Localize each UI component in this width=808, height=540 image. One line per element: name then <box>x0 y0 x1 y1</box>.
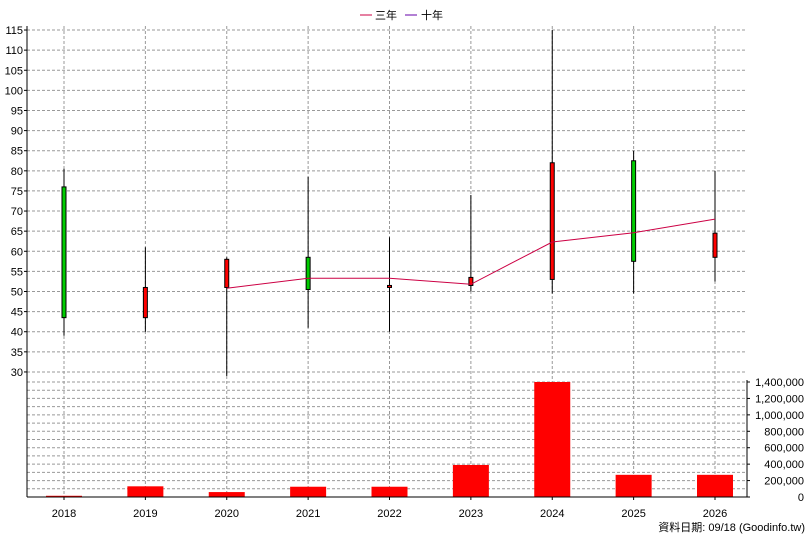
price-tick-label: 90 <box>11 126 23 138</box>
x-tick-label: 2024 <box>540 508 564 520</box>
x-tick-label: 2025 <box>621 508 645 520</box>
candle-body <box>305 256 311 290</box>
volume-bar <box>46 495 82 497</box>
legend-label-3y: 三年 <box>375 8 397 22</box>
candle-body <box>61 186 67 319</box>
price-tick-label: 55 <box>11 266 23 278</box>
price-tick-label: 60 <box>11 246 23 258</box>
price-tick-label: 50 <box>11 287 23 299</box>
x-tick-label: 2026 <box>703 508 727 520</box>
candle-body <box>387 284 392 288</box>
price-tick-label: 105 <box>5 65 23 77</box>
volume-bar <box>615 474 652 497</box>
price-tick-label: 45 <box>11 307 23 319</box>
x-tick-label: 2019 <box>133 508 157 520</box>
price-tick-label: 30 <box>11 367 23 379</box>
volume-bars <box>46 382 733 497</box>
candle-body <box>631 160 637 262</box>
volume-tick-label: 0 <box>798 492 804 504</box>
candles <box>61 30 718 376</box>
volume-tick-label: 1,400,000 <box>755 377 804 389</box>
volume-tick-label: 200,000 <box>764 476 804 488</box>
footer-source: 資料日期: 09/18 (Goodinfo.tw) <box>658 520 805 534</box>
price-plot-area <box>27 26 747 380</box>
price-tick-label: 40 <box>11 327 23 339</box>
price-tick-label: 110 <box>5 45 23 57</box>
volume-bar <box>697 474 733 497</box>
candle-body <box>468 276 474 286</box>
x-axis-ticks: 2018 2019 2020 2021 2022 2023 2024 2025 2026 <box>52 497 727 520</box>
price-tick-label: 100 <box>5 85 23 97</box>
x-tick-label: 2022 <box>377 508 401 520</box>
price-tick-label: 80 <box>11 166 23 178</box>
volume-bar <box>534 382 571 497</box>
volume-tick-label: 800,000 <box>764 426 804 438</box>
price-axis-ticks: 30 35 40 45 50 55 60 65 70 75 80 85 90 95 100 105 110 115 <box>5 25 27 379</box>
series-line-3y <box>226 218 716 289</box>
price-tick-label: 115 <box>5 25 23 37</box>
legend: 三年 十年 <box>360 8 443 22</box>
x-tick-label: 2018 <box>52 508 76 520</box>
candle-body <box>712 232 718 258</box>
candle-body <box>224 258 230 288</box>
price-tick-label: 95 <box>11 105 23 117</box>
volume-bar <box>290 486 327 497</box>
legend-label-10y: 十年 <box>421 8 443 22</box>
volume-axis-ticks: 0 200,000 400,000 600,000 800,000 1,000,000 1,… <box>747 377 804 504</box>
price-tick-label: 35 <box>11 347 23 359</box>
volume-bar <box>127 486 164 497</box>
volume-bar <box>208 492 245 497</box>
candle-body <box>549 162 555 280</box>
x-tick-label: 2021 <box>296 508 320 520</box>
price-tick-label: 70 <box>11 206 23 218</box>
price-tick-label: 65 <box>11 226 23 238</box>
x-tick-label: 2023 <box>459 508 483 520</box>
price-tick-label: 85 <box>11 146 23 158</box>
x-tick-label: 2020 <box>215 508 239 520</box>
series-lines <box>226 218 716 289</box>
candle-body <box>142 286 148 319</box>
volume-tick-label: 400,000 <box>764 459 804 471</box>
price-tick-label: 75 <box>11 186 23 198</box>
volume-tick-label: 1,000,000 <box>755 410 804 422</box>
volume-tick-label: 600,000 <box>764 443 804 455</box>
volume-tick-label: 1,200,000 <box>755 393 804 405</box>
volume-bar <box>452 464 489 497</box>
volume-bar <box>371 486 408 497</box>
